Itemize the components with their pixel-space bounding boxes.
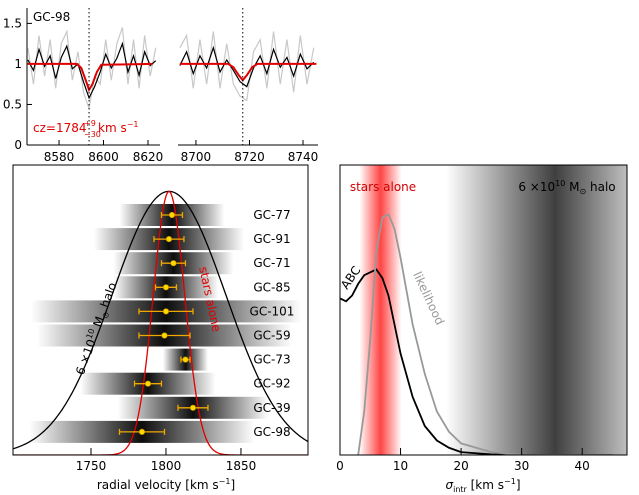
x-tick-label: 10 (393, 459, 408, 473)
halo-label-sub: ⊙ (101, 311, 112, 320)
frame (339, 164, 628, 456)
halo-label-sub: ⊙ (579, 187, 586, 196)
annotation-unit-text: km s (98, 121, 127, 135)
annotation-unit: km s−1 (98, 120, 139, 135)
category-label: GC-71 (253, 256, 290, 270)
model-curve (13, 190, 308, 450)
point (189, 404, 197, 411)
frame (12, 164, 309, 456)
x-tick-label: 1850 (226, 459, 257, 473)
x-tick-label: 8700 (181, 150, 212, 164)
y-tick-label: 0 (14, 138, 22, 152)
point (170, 260, 177, 267)
series-label: likelihood (410, 269, 447, 327)
halo-label: 6 ×1010 M⊙ halo (518, 179, 615, 196)
category-label: GC-59 (253, 329, 290, 343)
category-label: GC-91 (253, 232, 290, 246)
halo-label-end: halo (586, 180, 615, 194)
x-axis-label-sup: −1 (504, 477, 516, 486)
halo-label-sup: 10 (555, 179, 565, 188)
x-axis-label-text: radial velocity [km s (97, 478, 219, 492)
category-label: GC-39 (253, 401, 290, 415)
plot-area (340, 165, 627, 455)
x-tick-label: 8600 (88, 150, 119, 164)
x-axis-label-sub: intr (453, 485, 467, 494)
annotation-sub: −30 (84, 130, 101, 139)
annotation-sup: +9 (84, 119, 96, 128)
category-label: GC-101 (250, 304, 295, 318)
x-tick-label: 8580 (44, 150, 75, 164)
x-tick-label: 1750 (76, 459, 107, 473)
x-tick-label: 40 (575, 459, 590, 473)
spectrum-line (27, 41, 157, 100)
x-axis-label-text: [km s (467, 478, 504, 492)
x-tick-label: 0 (336, 459, 344, 473)
halo-label-m: M (565, 180, 579, 194)
category-label: GC-98 (253, 425, 290, 439)
spectrum-line (179, 31, 315, 102)
point (162, 308, 170, 315)
category-label: GC-77 (253, 208, 290, 222)
halo-label-sup: 10 (85, 327, 97, 340)
halo-label-m: M (89, 314, 107, 332)
x-tick-label: 8720 (234, 150, 265, 164)
y-tick-label: 1 (14, 57, 22, 71)
x-tick-label: 20 (453, 459, 468, 473)
stars-label: stars alone (350, 180, 416, 194)
x-axis-label-sigma: σ (445, 478, 453, 492)
shaded-band (359, 165, 402, 455)
x-axis-label-end: ] (516, 478, 521, 492)
annotation-text: cz=1784 (33, 121, 87, 135)
annotation: cz=1784 (33, 121, 87, 135)
category-label: GC-73 (253, 353, 290, 367)
point (182, 356, 189, 363)
x-axis-label: σintr [km s−1] (445, 477, 520, 494)
point (165, 236, 173, 243)
shaded-band (445, 165, 627, 455)
point (162, 284, 170, 291)
annotation-unit-sup: −1 (127, 120, 139, 129)
x-axis-label: radial velocity [km s−1] (97, 477, 235, 492)
spectrum-line (27, 62, 153, 93)
x-tick-label: 30 (514, 459, 529, 473)
point (168, 211, 176, 219)
y-tick-label: 1.5 (3, 16, 22, 30)
plot-area (13, 190, 308, 455)
sigma-panel: 0 10 20 30 40 (336, 164, 628, 473)
model-curve (13, 190, 308, 455)
spectrum-line (179, 45, 315, 88)
category-label: GC-85 (253, 280, 290, 294)
point (138, 428, 146, 436)
x-tick-label: 1800 (151, 459, 182, 473)
spectrum-label: GC-98 (33, 10, 70, 24)
y-tick-label: 0.5 (3, 97, 22, 111)
category-label: GC-92 (253, 377, 290, 391)
x-axis-label-sup: −1 (219, 477, 231, 486)
x-tick-label: 8620 (133, 150, 164, 164)
velocity-panel: GC-77 GC-91 GC-71 GC-85 GC-101 GC-59 GC-73 GC-9… (12, 164, 309, 473)
point (144, 380, 152, 387)
series-line (357, 213, 613, 455)
x-axis-label-end: ] (230, 478, 235, 492)
halo-label-text: 6 ×10 (518, 180, 555, 194)
point (161, 332, 168, 339)
spectrum-panel: 0 0.5 1 1.5 8580 8600 8620 8700 8720 8740 (3, 8, 318, 164)
x-tick-label: 8740 (288, 150, 319, 164)
